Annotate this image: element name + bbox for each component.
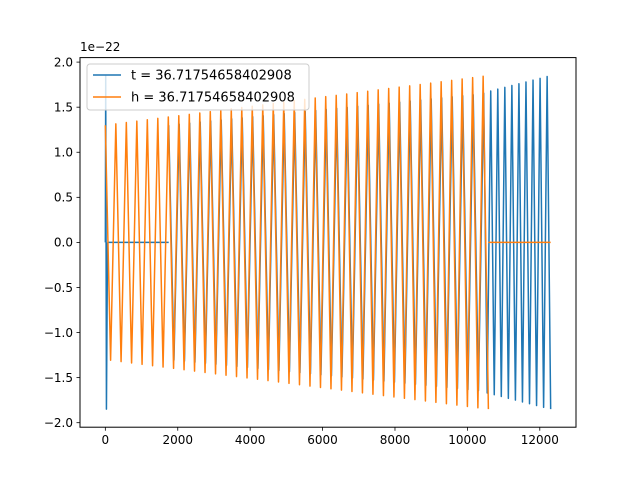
series-layer: [104, 74, 552, 410]
legend-box: [86, 63, 310, 111]
x-tick-label: 8000: [380, 433, 411, 447]
x-tick-label: 12000: [521, 433, 559, 447]
y-axis: −2.0 −1.5 −1.0 −0.5 0.0 0.5 1.0 1.5 2.0: [44, 55, 80, 430]
series-line-1: [104, 75, 551, 410]
y-tick-label: 1.0: [54, 146, 73, 160]
x-tick-label: 10000: [448, 433, 486, 447]
y-tick-label: 0.5: [54, 191, 73, 205]
x-tick-label: 6000: [307, 433, 338, 447]
x-tick-label: 2000: [162, 433, 193, 447]
y-tick-label: 2.0: [54, 55, 73, 69]
legend: t = 36.71754658402908 h = 36.717546584029…: [86, 63, 310, 111]
y-tick-label: −0.5: [44, 281, 73, 295]
y-tick-label: −2.0: [44, 416, 73, 430]
legend-label: h = 36.71754658402908: [131, 91, 295, 106]
y-tick-label: −1.5: [44, 371, 73, 385]
series-line-0: [104, 74, 552, 410]
x-tick-label: 4000: [235, 433, 266, 447]
y-tick-label: 0.0: [54, 236, 73, 250]
y-tick-label: −1.0: [44, 326, 73, 340]
x-tick-label: 0: [102, 433, 110, 447]
x-axis: 0 2000 4000 6000 8000 10000 12000: [102, 427, 559, 447]
y-tick-label: 1.5: [54, 100, 73, 114]
legend-label: t = 36.71754658402908: [131, 69, 292, 84]
y-offset-label: 1e−22: [80, 40, 120, 54]
